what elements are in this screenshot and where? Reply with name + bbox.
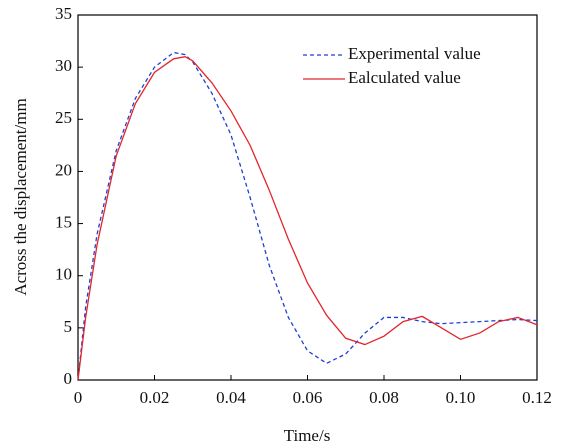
x-tick-label: 0.10 bbox=[446, 388, 476, 407]
y-axis-label: Across the displacement/mm bbox=[11, 98, 30, 295]
x-tick-label: 0 bbox=[74, 388, 83, 407]
x-axis-label: Time/s bbox=[284, 426, 331, 445]
y-tick-label: 10 bbox=[55, 265, 72, 284]
y-tick-label: 0 bbox=[64, 369, 73, 388]
x-tick-label: 0.02 bbox=[140, 388, 170, 407]
y-tick-label: 5 bbox=[64, 317, 73, 336]
y-tick-label: 35 bbox=[55, 4, 72, 23]
x-tick-label: 0.12 bbox=[522, 388, 552, 407]
plot-frame bbox=[77, 14, 538, 381]
x-tick-label: 0.08 bbox=[369, 388, 399, 407]
data-line bbox=[77, 51, 538, 381]
legend-label: Experimental value bbox=[348, 44, 481, 63]
x-tick-label: 0.04 bbox=[216, 388, 246, 407]
legend-label: Ealculated value bbox=[348, 68, 461, 87]
y-tick-label: 30 bbox=[55, 56, 72, 75]
y-tick-label: 15 bbox=[55, 212, 72, 231]
y-tick-label: 20 bbox=[55, 160, 72, 179]
x-tick-label: 0.06 bbox=[293, 388, 323, 407]
y-tick-label: 25 bbox=[55, 108, 72, 127]
data-line bbox=[77, 56, 538, 381]
